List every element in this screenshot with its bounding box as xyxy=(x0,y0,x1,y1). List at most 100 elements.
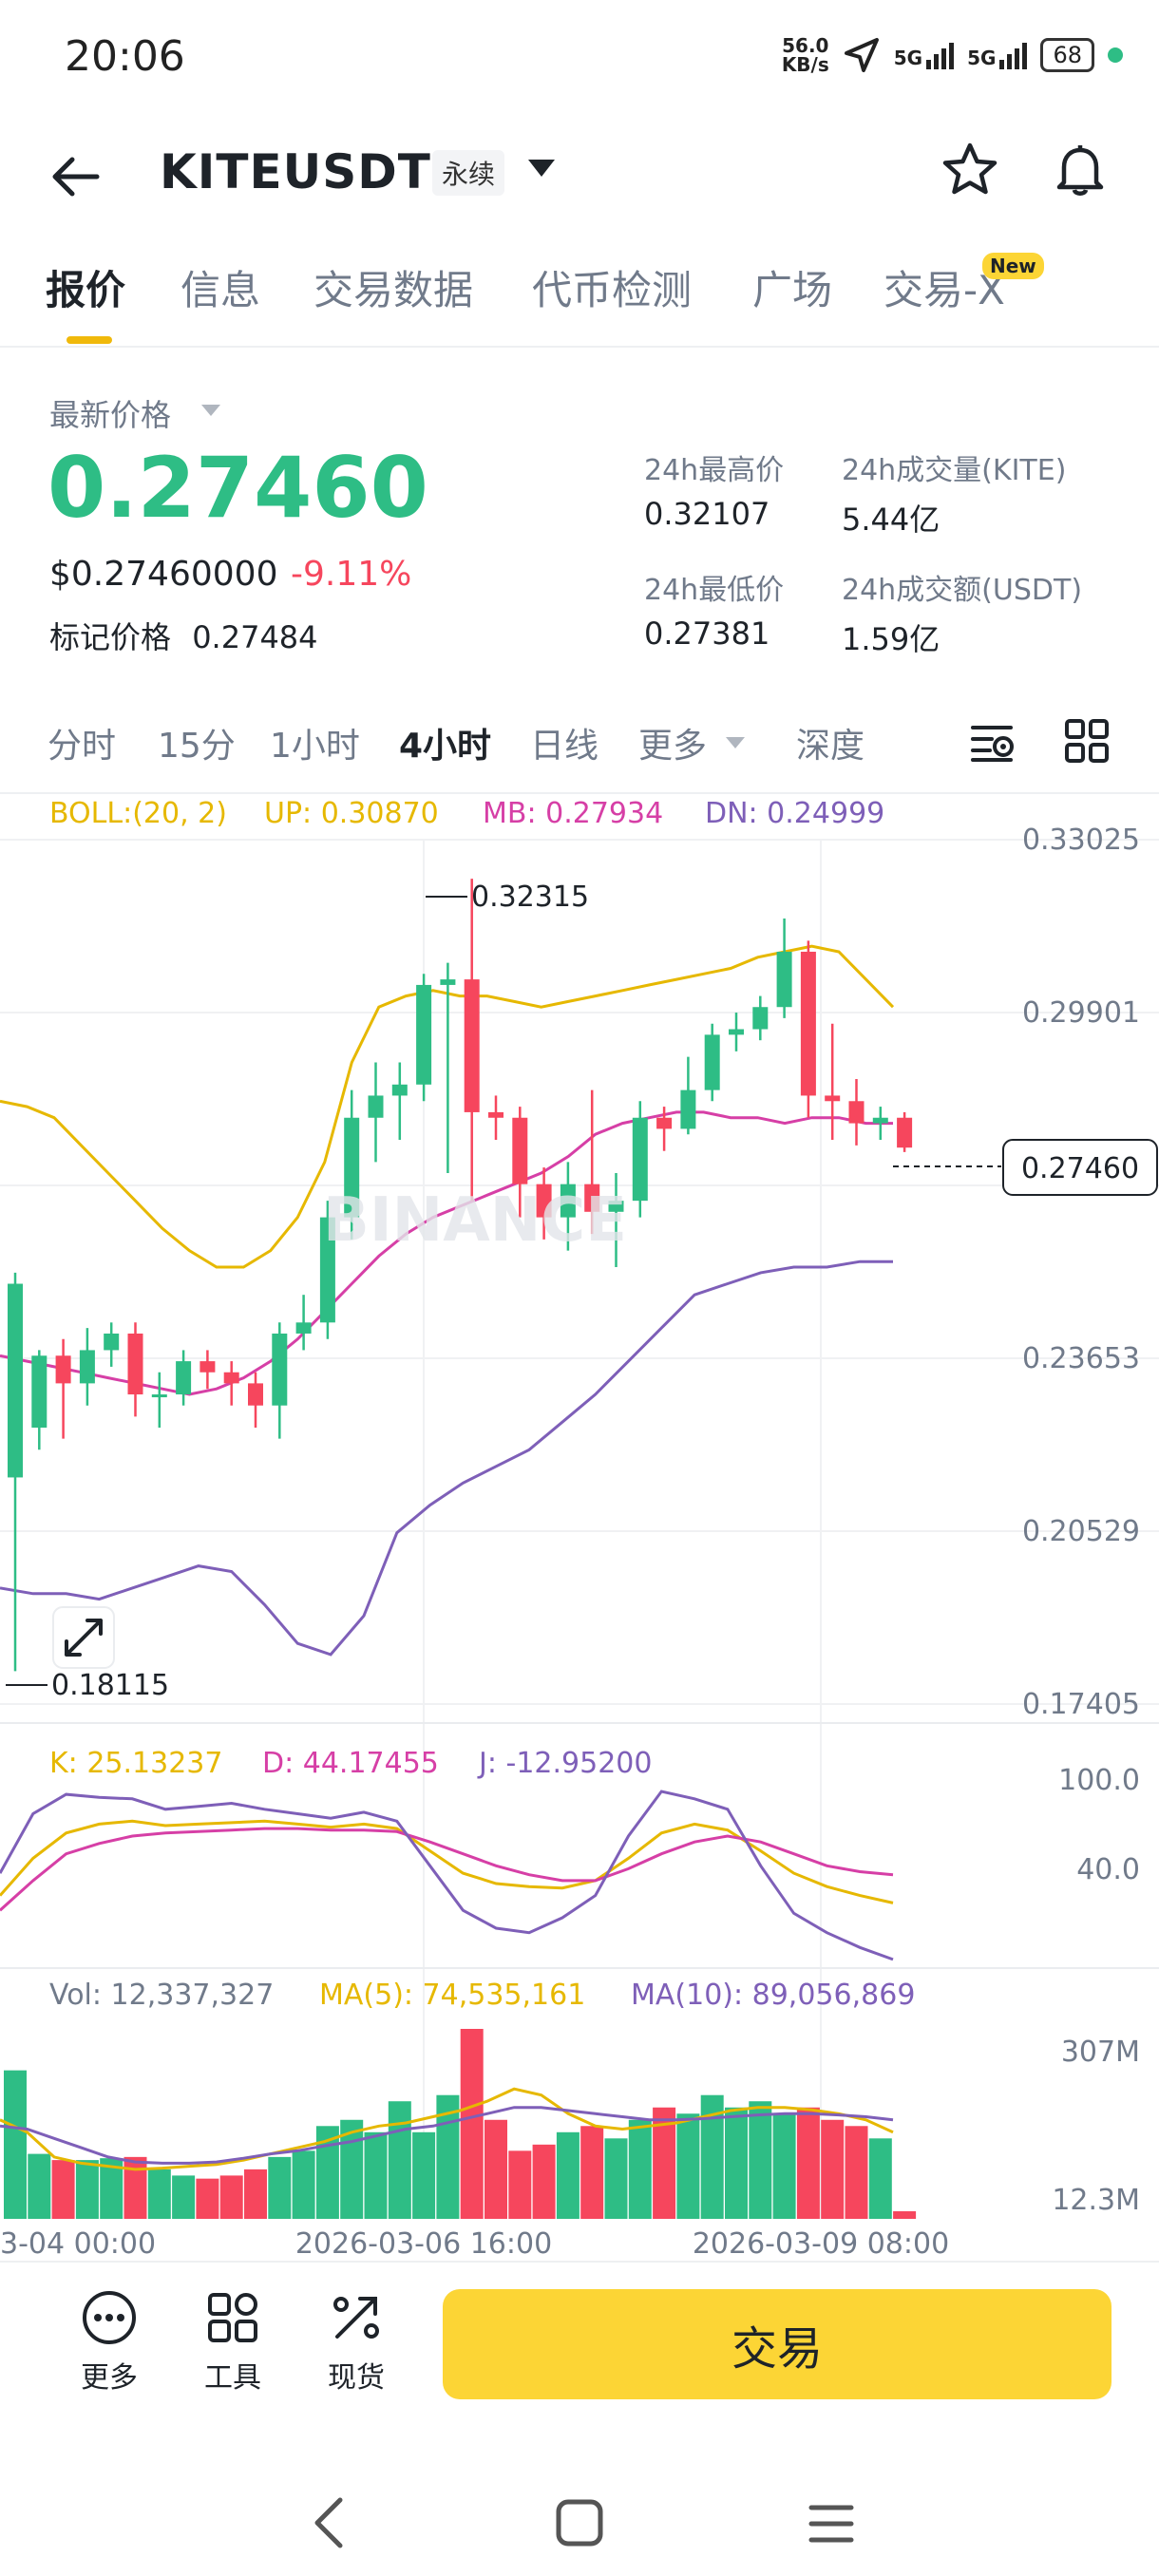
spot-button[interactable]: 现货 xyxy=(304,2289,408,2396)
price-tick-4: 0.23653 xyxy=(1022,1342,1140,1375)
candle-body xyxy=(319,1217,335,1323)
kdj-k-label: K: 25.13237 xyxy=(49,1747,222,1780)
volume-bar xyxy=(28,2153,51,2219)
volume-bar xyxy=(268,2156,292,2219)
interval-timeline[interactable]: 分时 xyxy=(48,727,117,766)
candle-body xyxy=(391,1084,408,1096)
candle-body xyxy=(464,979,480,1112)
interval-1h[interactable]: 1小时 xyxy=(270,727,360,766)
volume-bar xyxy=(484,2119,507,2219)
interval-1d[interactable]: 日线 xyxy=(530,727,599,766)
chart-top-divider xyxy=(0,792,1159,794)
interval-more[interactable]: 更多 xyxy=(638,727,708,766)
symbol-title[interactable]: KITEUSDT xyxy=(160,144,431,199)
high-marker: 0.32315 xyxy=(426,881,589,914)
chart-settings-button[interactable] xyxy=(969,718,1016,769)
chevron-down-icon[interactable] xyxy=(528,160,555,177)
volume-bar xyxy=(196,2178,219,2219)
candle-body xyxy=(608,1201,624,1212)
chevron-down-icon[interactable] xyxy=(726,737,745,748)
volume-bar xyxy=(460,2029,484,2219)
volume-bar xyxy=(388,2101,411,2219)
svg-text:0.27460: 0.27460 xyxy=(1021,1152,1139,1185)
candle-body xyxy=(776,951,792,1008)
boll-label: BOLL:(20, 2) xyxy=(49,797,227,830)
expand-icon xyxy=(65,1619,103,1657)
candle-body xyxy=(872,1117,888,1124)
interval-15m[interactable]: 15分 xyxy=(158,727,236,766)
candle-body xyxy=(151,1394,167,1398)
price-tick-6: 0.17405 xyxy=(1022,1688,1140,1721)
high-value: 0.32107 xyxy=(644,496,770,532)
time-label-2: 2026-03-06 16:00 xyxy=(295,2227,552,2257)
candle-body xyxy=(8,1283,23,1478)
candle-body xyxy=(729,1029,744,1035)
nav-home-icon xyxy=(556,2499,603,2547)
candle-body xyxy=(79,1350,95,1384)
alert-button[interactable] xyxy=(1051,141,1110,203)
amount-value: 1.59亿 xyxy=(842,621,940,657)
favorite-button[interactable] xyxy=(940,141,999,203)
location-icon xyxy=(844,38,879,72)
status-icons: 56.0 KB/s 5G 5G 68 xyxy=(782,36,1123,74)
tab-info[interactable]: 信息 xyxy=(180,267,261,313)
candle-body xyxy=(176,1361,192,1395)
volume-bar xyxy=(172,2175,196,2219)
volume-bar xyxy=(676,2113,700,2219)
volume-bar xyxy=(628,2119,652,2219)
tabs-divider xyxy=(0,346,1159,348)
tab-trading-data[interactable]: 交易数据 xyxy=(314,267,474,313)
candle-body xyxy=(848,1101,864,1124)
arrow-left-icon xyxy=(52,157,100,197)
expand-chart-button[interactable] xyxy=(52,1606,115,1669)
layout-grid-button[interactable] xyxy=(1064,718,1110,767)
vol-ma5-line xyxy=(0,2087,894,2171)
candle-body xyxy=(897,1117,913,1148)
boll-upper-line xyxy=(0,944,895,1269)
price-tick-1: 0.33025 xyxy=(1022,824,1140,857)
tab-quote[interactable]: 报价 xyxy=(46,267,126,313)
nav-menu-button[interactable] xyxy=(808,2500,855,2551)
kdj-d-label: D: 44.17455 xyxy=(262,1747,439,1780)
price-change: -9.11% xyxy=(291,555,412,594)
kdj-tick-100: 100.0 xyxy=(1058,1764,1140,1797)
more-button[interactable]: 更多 xyxy=(57,2289,162,2396)
net-speed: 56.0 KB/s xyxy=(781,34,829,76)
svg-text:0.32315: 0.32315 xyxy=(471,881,589,914)
candle-body xyxy=(560,1184,576,1218)
status-time: 20:06 xyxy=(65,32,185,81)
status-dot xyxy=(1108,47,1123,63)
volume-bar xyxy=(821,2119,845,2219)
candle-body xyxy=(223,1372,239,1384)
volume-bar xyxy=(292,2150,315,2219)
volume-bar xyxy=(556,2131,580,2219)
volume-bar xyxy=(893,2210,917,2219)
vol-tick-max: 307M xyxy=(1061,2036,1140,2069)
volume-bar xyxy=(772,2113,796,2219)
candle-body xyxy=(584,1184,600,1212)
vol-label: Vol: 12,337,327 xyxy=(49,1979,274,2012)
nav-back-button[interactable] xyxy=(310,2494,348,2555)
volume-bar xyxy=(604,2138,628,2219)
tab-token-check[interactable]: 代币检测 xyxy=(532,267,693,313)
nav-home-button[interactable] xyxy=(555,2498,604,2551)
candle-body xyxy=(344,1117,360,1218)
candle-body xyxy=(632,1117,648,1202)
depth-tab[interactable]: 深度 xyxy=(796,727,865,766)
kline-chart[interactable]: BINANCE BOLL:(20, 2) UP: 0.30870 MB: 0.2… xyxy=(0,794,1159,2261)
amount-label: 24h成交额(USDT) xyxy=(842,574,1083,607)
boll-dn-label: DN: 0.24999 xyxy=(705,797,884,830)
tools-icon xyxy=(208,2293,257,2342)
last-price-tag: 0.27460 xyxy=(893,1139,1158,1196)
kline-chart-svg[interactable]: BINANCE BOLL:(20, 2) UP: 0.30870 MB: 0.2… xyxy=(0,794,1159,2261)
vol-tick-min: 12.3M xyxy=(1052,2184,1140,2217)
latest-price-label[interactable]: 最新价格 xyxy=(49,397,172,433)
tools-button[interactable]: 工具 xyxy=(180,2289,285,2396)
tab-square[interactable]: 广场 xyxy=(752,267,833,313)
interval-4h[interactable]: 4小时 xyxy=(399,727,492,766)
trade-button[interactable]: 交易 xyxy=(443,2289,1112,2399)
chevron-down-icon[interactable] xyxy=(201,405,220,416)
grid-icon xyxy=(1065,719,1109,763)
back-button[interactable] xyxy=(49,150,103,217)
signal-2: 5G xyxy=(967,41,1028,69)
